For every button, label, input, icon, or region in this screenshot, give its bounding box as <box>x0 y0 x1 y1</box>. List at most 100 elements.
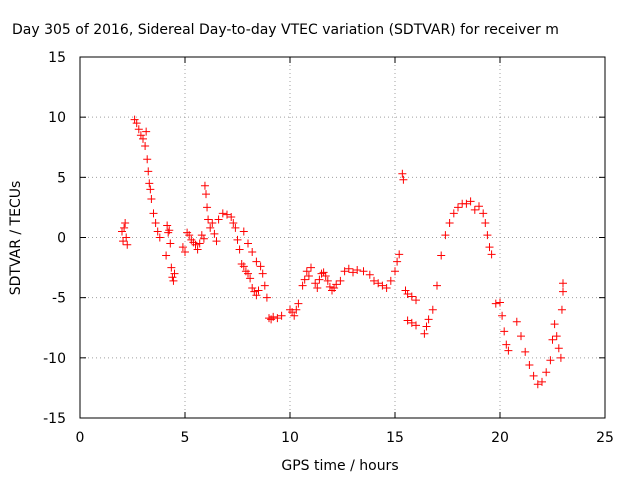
data-point <box>556 353 565 362</box>
data-point <box>433 281 441 290</box>
data-point <box>260 281 269 290</box>
data-point <box>449 209 458 218</box>
data-point <box>141 142 150 151</box>
data-point <box>146 185 155 194</box>
plot-frame <box>79 56 606 419</box>
data-point <box>445 219 454 228</box>
data-point <box>292 305 301 314</box>
data-point <box>191 240 200 249</box>
data-point <box>330 284 339 293</box>
data-point <box>498 311 507 320</box>
data-point <box>214 215 223 224</box>
data-point <box>239 262 248 271</box>
data-point <box>147 194 156 203</box>
data-point <box>483 231 492 240</box>
data-point <box>502 340 511 349</box>
data-point <box>143 155 152 164</box>
data-point <box>311 279 320 288</box>
data-point <box>195 239 204 248</box>
data-point <box>521 347 530 356</box>
data-points <box>118 115 567 389</box>
data-point <box>122 233 131 242</box>
data-point <box>248 247 257 256</box>
data-point <box>302 267 311 276</box>
data-point <box>134 125 143 134</box>
data-point <box>424 315 433 324</box>
data-point <box>248 284 257 293</box>
data-point <box>142 127 151 136</box>
data-point <box>151 219 160 228</box>
x-tick-label: 0 <box>76 430 85 446</box>
data-point <box>193 245 202 254</box>
data-point <box>199 234 208 243</box>
data-point <box>166 239 175 248</box>
data-point <box>168 273 177 282</box>
data-point <box>288 308 297 317</box>
y-tick-label: 10 <box>48 110 66 126</box>
data-point <box>144 167 153 176</box>
data-point <box>252 291 261 300</box>
data-point <box>204 215 213 224</box>
data-point <box>145 179 154 188</box>
data-point <box>218 209 227 218</box>
data-point <box>559 279 567 288</box>
data-point <box>223 210 231 219</box>
data-point <box>399 175 408 184</box>
data-point <box>229 219 238 228</box>
x-tick-label: 5 <box>181 430 190 446</box>
data-point <box>365 270 374 279</box>
data-point <box>437 251 446 260</box>
data-point <box>378 281 387 290</box>
data-point <box>454 203 462 212</box>
data-point <box>529 371 538 380</box>
data-point <box>130 115 139 124</box>
data-point <box>258 269 267 278</box>
data-point <box>441 231 450 240</box>
data-point <box>256 262 265 271</box>
grid-lines <box>80 57 605 418</box>
data-point <box>552 332 561 341</box>
data-point <box>407 318 416 327</box>
data-point <box>386 276 395 285</box>
data-point <box>200 181 209 190</box>
data-point <box>359 267 368 276</box>
data-point <box>353 265 362 274</box>
data-point <box>542 368 551 377</box>
data-point <box>313 284 322 293</box>
data-point <box>290 311 299 320</box>
data-point <box>349 268 357 277</box>
data-point <box>244 269 252 278</box>
data-point <box>307 263 315 272</box>
data-point <box>252 257 261 266</box>
data-point <box>487 250 496 259</box>
data-point <box>206 223 215 232</box>
data-point <box>325 282 334 291</box>
data-point <box>197 231 206 240</box>
data-point <box>181 247 189 256</box>
data-point <box>321 272 330 281</box>
data-point <box>340 267 349 276</box>
x-tick-label: 20 <box>491 430 509 446</box>
y-tick-label: 0 <box>57 231 66 247</box>
data-point <box>323 276 332 285</box>
data-point <box>170 269 179 278</box>
data-point <box>538 377 546 386</box>
data-point <box>315 275 324 284</box>
data-point <box>412 321 420 330</box>
data-point <box>336 276 345 285</box>
data-point <box>512 317 521 326</box>
data-point <box>121 219 130 228</box>
data-point <box>332 280 341 289</box>
data-point <box>132 119 141 128</box>
data-point <box>344 264 353 273</box>
y-tick-label: -10 <box>43 351 66 367</box>
data-point <box>407 292 416 301</box>
data-point <box>162 251 171 260</box>
data-point <box>546 356 555 365</box>
data-point <box>412 296 420 305</box>
data-point <box>554 344 563 353</box>
data-point <box>391 267 399 276</box>
data-point <box>398 169 407 178</box>
data-point <box>370 276 378 285</box>
data-point <box>231 223 240 232</box>
